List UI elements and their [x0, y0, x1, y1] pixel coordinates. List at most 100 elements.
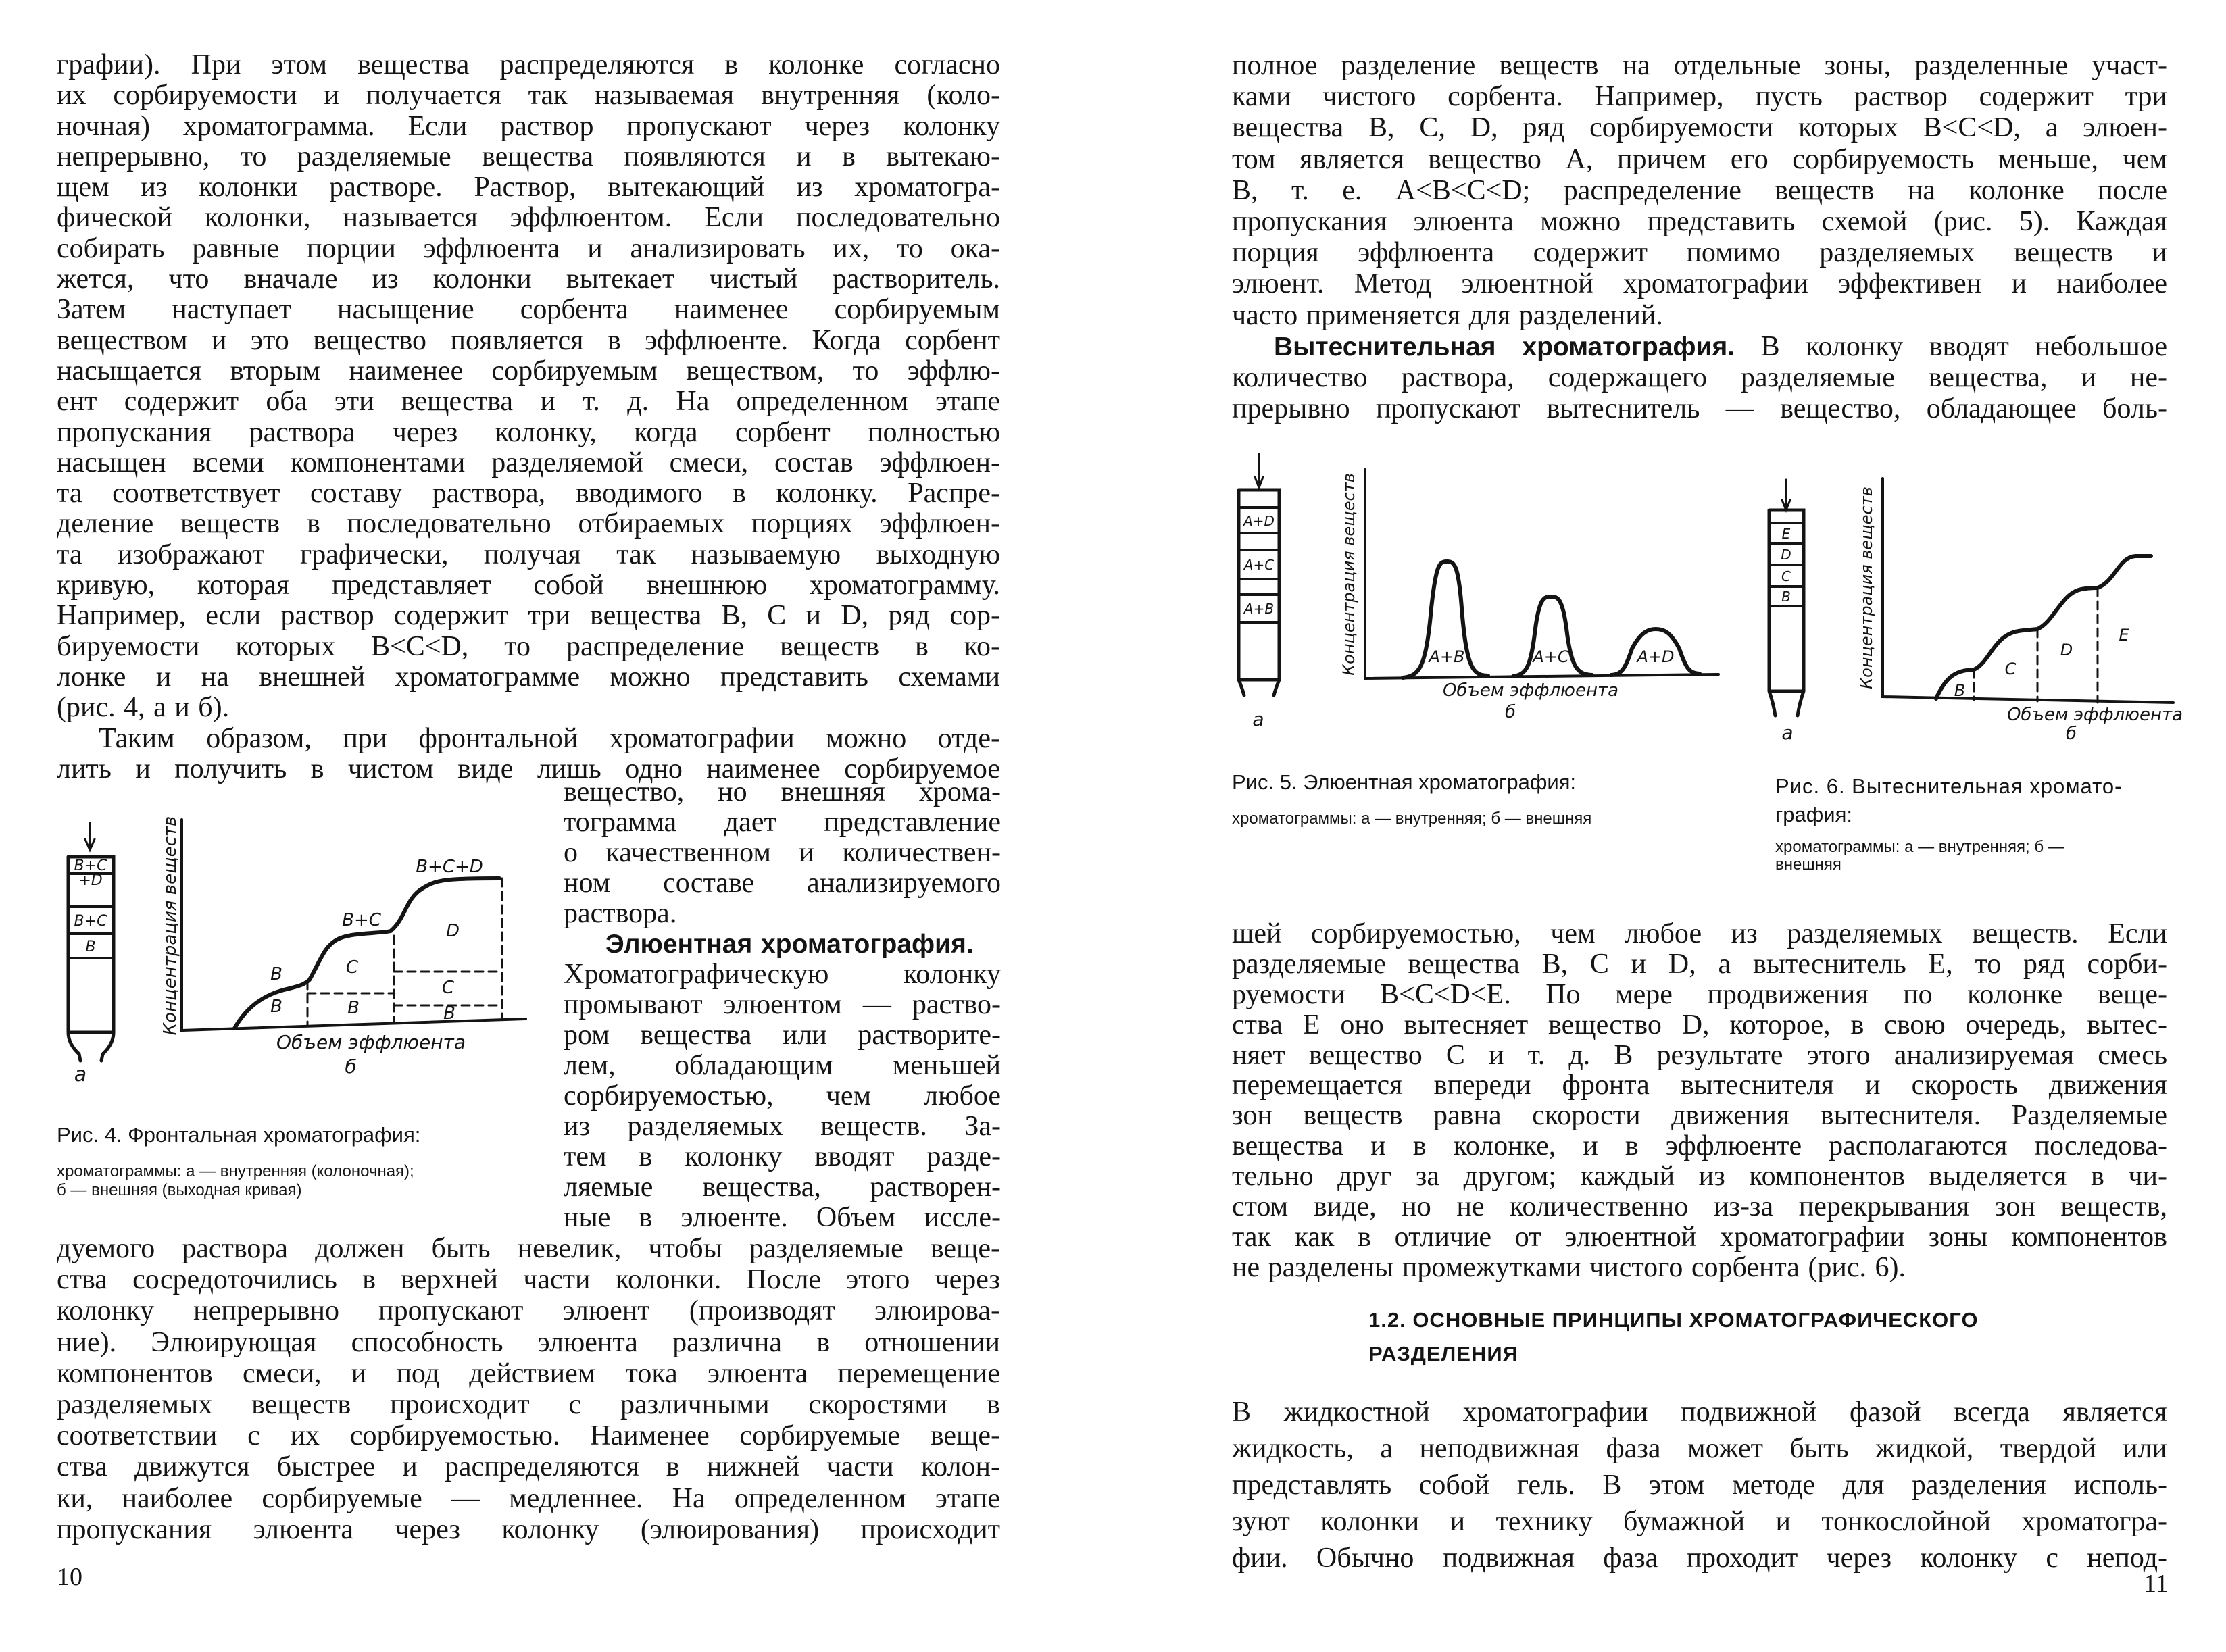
figure4-chart-caption: б [345, 1055, 356, 1078]
figure6-chart-caption: б [2066, 724, 2077, 744]
text-line: жидкость, а неподвижная фаза может быть … [1232, 1433, 2167, 1464]
text-line: Таким образом, при фронтальной хроматогр… [99, 722, 1000, 754]
right-page-final-text: В жидкостной хроматографии подвижной фаз… [1232, 1394, 2167, 1576]
text-line: руемости B<C<D<E. По мере продвижения по… [1232, 978, 2167, 1010]
figure4-curve-label: B+C+D [416, 857, 483, 877]
text-line: пропускания элюента можно представить сх… [1232, 205, 2167, 237]
text-line: графии). При этом вещества распределяютс… [57, 49, 1000, 80]
bold-run-in-heading: Вытеснительная хроматография. [1274, 332, 1735, 361]
text-line: колонку непрерывно пропускают элюент (пр… [57, 1295, 1000, 1327]
text-line: стом виде, но не количественно из-за пер… [1232, 1191, 2167, 1223]
figure5-caption: Рис. 5. Элюентная хроматография: [1232, 770, 1577, 794]
text-line: компонентов смеси, и под действием тока … [57, 1357, 1000, 1389]
figure4-curve-label: C [442, 978, 455, 998]
text-line: так как в отличие от элюентной хроматогр… [1232, 1221, 2167, 1253]
figure6-caption-sub-2: внешняя [1775, 855, 1841, 874]
text-line: (рис. 4, а и б). [57, 692, 230, 724]
text-line: деление веществ в последовательно отбира… [57, 508, 1000, 540]
text-line: щем из колонки растворе. Раствор, вытека… [57, 172, 1000, 203]
text-line: B, т. е. A<B<C<D; распределение веществ … [1232, 174, 2167, 206]
text-line: фии. Обычно подвижная фаза проходит чере… [1232, 1543, 2167, 1574]
text-line: зуют колонки и технику бумажной и тонкос… [1232, 1506, 2167, 1537]
text-line: вещество, но внешняя хрома- [564, 776, 1001, 807]
figure5-x-axis-label: Объем эффлюента [1443, 680, 1618, 701]
text-line: прерывно пропускают вытеснитель — вещест… [1232, 393, 2167, 425]
text-line: пропускания элюента через колонку (элюир… [57, 1513, 1000, 1545]
text-line: дуемого раствора должен быть невелик, чт… [57, 1233, 1000, 1264]
text-line: веществом и это вещество появляется в эф… [57, 324, 1000, 356]
line-text: В колонку вводят небольшое [1735, 330, 2167, 362]
text-line: зон веществ равна скорости движения выте… [1232, 1100, 2167, 1132]
figure6-axes [1881, 477, 2175, 704]
figure4-column [66, 822, 116, 1063]
figure6-zone-label: E [2119, 626, 2129, 645]
text-line: кривую, которая представляет собой внешн… [57, 570, 1000, 601]
text-line: разделяемые вещества B, C и D, а вытесни… [1232, 948, 2167, 980]
text-line: непрерывно, то разделяемые вещества появ… [57, 141, 1000, 172]
figure5-column [1237, 453, 1281, 697]
figure6-column-label: B [1781, 589, 1791, 605]
text-line: из разделяемых веществ. За- [564, 1111, 1001, 1142]
figure4-curve-label: B [347, 998, 360, 1018]
text-line: Хроматографическую колонку [564, 959, 1001, 990]
text-line: фической колонки, называется эффлюентом.… [57, 202, 1000, 234]
figure5-axes [1364, 468, 1720, 680]
text-line: та соответствует составу раствора, вводи… [57, 478, 1000, 509]
text-line: разделяемых веществ происходит с различн… [57, 1388, 1000, 1420]
text-line: вещества B, C, D, ряд сорбируемости кото… [1232, 112, 2167, 144]
figure4-curve-label: D [446, 921, 460, 941]
text-line: ки, наиболее сорбируемые — медленнее. На… [57, 1482, 1000, 1514]
text-line: ства сосредоточились в верхней части кол… [57, 1264, 1000, 1296]
figure4-curve-label: B [270, 997, 282, 1017]
text-line: шей сорбируемостью, чем любое из разделя… [1232, 918, 2167, 949]
text-line: Например, если раствор содержит три веще… [57, 600, 1000, 632]
figure5-chart-caption: б [1505, 702, 1516, 722]
figure4-curve-label: B [270, 964, 282, 984]
text-line: няет вещество C и т. д. В результате это… [1232, 1039, 2167, 1071]
figure6-zone-label: D [2060, 641, 2073, 659]
figure4-curve [232, 876, 501, 1030]
text-line: ства движутся быстрее и распределяются в… [57, 1451, 1000, 1483]
figure6-column [1767, 478, 1806, 718]
text-line: не разделены промежутками чистого сорбен… [1232, 1251, 1906, 1283]
text-line: сорбируемостью, чем любое [564, 1080, 1001, 1111]
text-line: ные в элюенте. Объем иссле- [564, 1202, 1001, 1233]
page-number-left: 10 [57, 1563, 82, 1591]
text-line: ства E оно вытесняет вещество D, которое… [1232, 1009, 2167, 1041]
figure4-dashed-lines [306, 877, 503, 1027]
figure5-peak-label: A+B [1428, 647, 1465, 666]
text-line: полное разделение веществ на отдельные з… [1232, 50, 2167, 81]
figure6-caption-sub-1: хроматограммы: а — внутренняя; б — [1775, 838, 2064, 856]
figure4-column-label: +D [78, 872, 102, 889]
figure5-column-label: A+B [1243, 601, 1274, 617]
left-page-top-text: графии). При этом вещества распределяютс… [57, 49, 1000, 784]
figure5-caption-sub: хроматограммы: а — внутренняя; б — внешн… [1232, 809, 1592, 828]
text-line: элюент. Метод элюентной хроматографии эф… [1232, 268, 2167, 300]
page-number-right: 11 [2144, 1570, 2169, 1598]
figure5-chart [1364, 468, 1720, 680]
text-line: ром вещества или растворите- [564, 1020, 1001, 1051]
text-line: количество раствора, содержащего разделя… [1232, 361, 2167, 393]
figure5-y-axis-label: Концентрация веществ [1339, 473, 1358, 676]
figure5-peak-label: A+C [1531, 647, 1569, 666]
text-line: том является вещество A, причем его сорб… [1232, 143, 2167, 175]
figure4-curve-label: B [443, 1003, 455, 1024]
text-line: лить и получить в чистом виде лишь одно … [57, 753, 1000, 784]
figure4-x-axis-label: Объем эффлюента [276, 1031, 466, 1053]
left-page-bottom-text: дуемого раствора должен быть невелик, чт… [57, 1233, 1000, 1545]
text-line: перемещается впереди фронта вытеснителя … [1232, 1070, 2167, 1101]
text-line: собирать равные порции эффлюента и анали… [57, 232, 1000, 264]
figure6-dashed-lines [1973, 586, 2099, 704]
figure6-column-label: E [1782, 526, 1791, 542]
text-line: вещества и в колонке, и в эффлюенте расп… [1232, 1130, 2167, 1162]
text-line: ночная) хроматограмма. Если раствор проп… [57, 110, 1000, 142]
section-heading-line-2: РАЗДЕЛЕНИЯ [1368, 1342, 1518, 1366]
text-line: ками чистого сорбента. Например, пусть р… [1232, 81, 2167, 113]
text-line: пропускания раствора через колонку, когд… [57, 416, 1000, 448]
figure5-peak-label: A+D [1635, 647, 1674, 666]
figure6-zone-label: B [1954, 681, 1965, 700]
text-line: порция эффлюента содержит помимо разделя… [1232, 237, 2167, 269]
figure5-peak-1 [1401, 559, 1490, 680]
text-line: о качественном и количествен- [564, 837, 1001, 868]
